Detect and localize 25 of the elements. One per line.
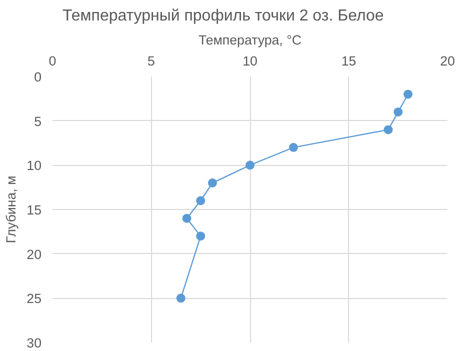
y-tick-label: 5 <box>34 114 42 129</box>
point <box>182 214 192 223</box>
chart-title: Температурный профиль точки 2 оз. Белое <box>62 8 384 24</box>
x-tick-label: 20 <box>440 54 455 68</box>
point <box>176 294 186 303</box>
x-tick-label: 5 <box>148 54 155 68</box>
x-tick-label: 10 <box>242 54 258 68</box>
y-tick-label: 30 <box>26 336 42 350</box>
y-tick-label: 10 <box>26 158 42 174</box>
x-tick-label: 15 <box>341 54 356 68</box>
point <box>196 196 206 206</box>
point <box>208 178 217 188</box>
y-tick-label: 25 <box>26 291 42 306</box>
point <box>288 142 298 152</box>
y-tick-label: 15 <box>26 202 42 218</box>
point <box>384 125 393 134</box>
point <box>404 90 412 99</box>
point <box>246 160 254 170</box>
y-axis-title: Глубина, м <box>4 176 19 244</box>
x-tick-label: 0 <box>48 54 56 68</box>
y-tick-label: 20 <box>26 246 42 262</box>
y-tick-label: 0 <box>34 70 42 84</box>
point <box>394 107 403 116</box>
point <box>196 232 206 241</box>
x-axis-title: Температура, °C <box>198 32 302 48</box>
